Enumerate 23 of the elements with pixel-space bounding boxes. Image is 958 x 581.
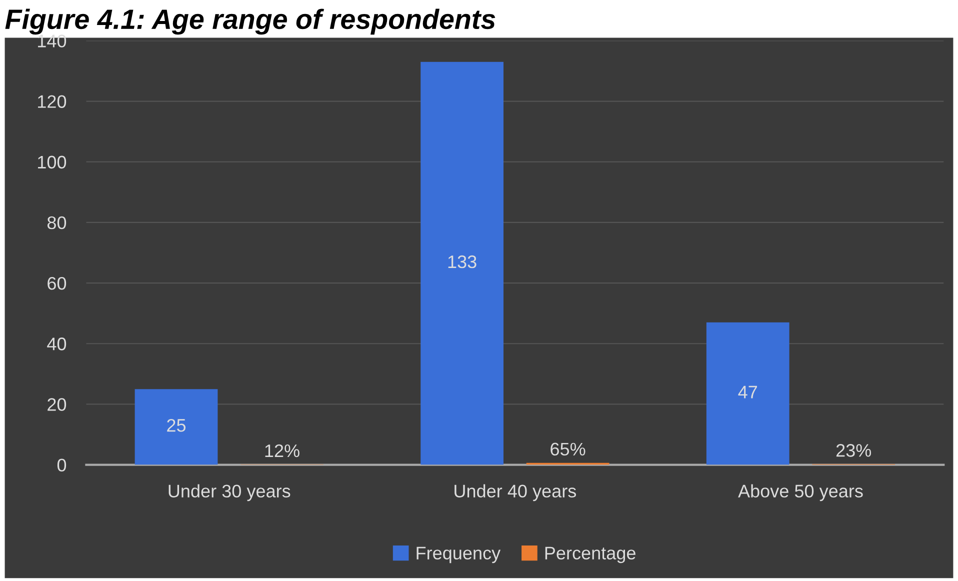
- data-label: 23%: [836, 444, 872, 457]
- y-tick-label: 100: [38, 156, 66, 169]
- legend-label: Frequency: [416, 546, 501, 564]
- data-label: 25: [167, 418, 186, 432]
- chart-title: Figure 4.1: Age range of respondents: [5, 8, 496, 35]
- y-tick-label: 0: [57, 458, 66, 472]
- y-tick-label: 120: [38, 95, 66, 108]
- data-label: 12%: [265, 444, 300, 458]
- x-tick-label: Above 50 years: [738, 484, 863, 502]
- legend-label: Percentage: [545, 546, 636, 564]
- data-label: 133: [448, 255, 476, 268]
- x-tick-label: Under 40 years: [454, 484, 576, 502]
- data-label: 47: [738, 386, 757, 398]
- bar: [706, 322, 790, 465]
- y-tick-label: 40: [47, 338, 66, 350]
- data-label: 65%: [550, 442, 586, 456]
- y-tick-label: 20: [48, 398, 66, 411]
- bar: [134, 389, 218, 465]
- x-tick-label: Under 30 years: [168, 484, 290, 502]
- y-tick-label: 80: [47, 216, 66, 230]
- y-tick-label: 140: [38, 34, 66, 48]
- bar: [420, 62, 504, 465]
- y-tick-label: 60: [48, 276, 66, 290]
